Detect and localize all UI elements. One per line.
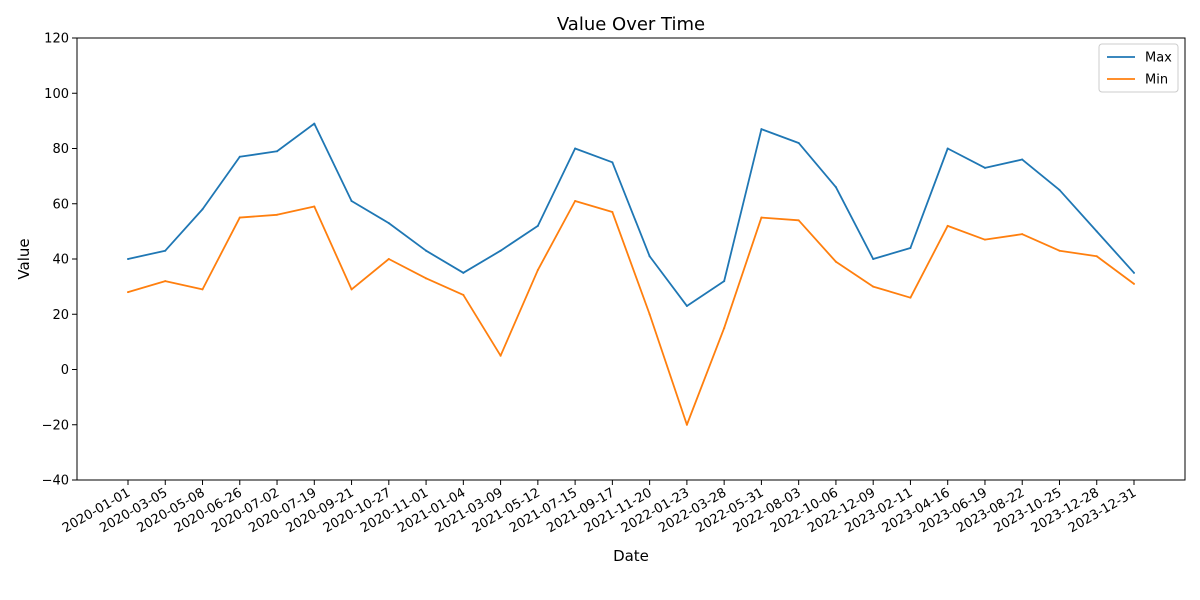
data-point-min (834, 260, 837, 263)
data-point-max (313, 122, 316, 125)
x-axis-title: Date (613, 547, 649, 565)
data-point-min (574, 199, 577, 202)
y-axis-title: Value (15, 238, 33, 279)
data-point-min (1021, 233, 1024, 236)
data-point-max (164, 249, 167, 252)
data-point-max (611, 161, 614, 164)
y-tick-label: −20 (42, 418, 69, 433)
y-tick-label: 40 (52, 253, 69, 268)
data-point-min (983, 238, 986, 241)
data-point-min (648, 313, 651, 316)
data-point-min (238, 216, 241, 219)
data-point-max (1058, 188, 1061, 191)
data-point-min (1058, 249, 1061, 252)
legend-box (1098, 43, 1179, 93)
data-point-min (350, 288, 353, 291)
data-point-max (387, 222, 390, 225)
plot-area (127, 122, 1135, 426)
data-point-min (723, 327, 726, 330)
data-point-min (313, 205, 316, 208)
data-point-max (201, 208, 204, 211)
data-point-max (499, 249, 502, 252)
data-point-max (127, 258, 129, 260)
data-point-min (201, 288, 204, 291)
data-point-max (834, 186, 837, 189)
data-point-max (1133, 271, 1135, 274)
data-point-max (648, 255, 651, 258)
y-tick-label: 100 (44, 87, 69, 102)
data-point-max (350, 199, 353, 202)
series-line-min (127, 200, 1135, 426)
data-point-max (760, 128, 763, 131)
data-point-min (946, 224, 949, 227)
data-point-max (723, 280, 726, 283)
data-point-min (760, 216, 763, 219)
data-point-min (909, 296, 912, 299)
data-point-max (685, 304, 688, 307)
plot-frame (76, 37, 1186, 481)
legend-label-max: Max (1145, 51, 1172, 66)
data-point-min (425, 277, 428, 280)
y-tick-label: 20 (52, 308, 69, 323)
data-point-min (127, 291, 129, 294)
data-point-min (872, 285, 875, 288)
data-point-max (574, 147, 577, 150)
series-line-max (127, 122, 1135, 307)
y-tick-label: 60 (52, 197, 69, 212)
data-point-max (1095, 230, 1098, 233)
data-point-max (909, 246, 912, 249)
y-tick-label: 0 (61, 363, 69, 378)
data-point-min (1133, 282, 1135, 285)
data-point-min (611, 211, 614, 214)
data-point-max (872, 258, 875, 260)
data-point-max (462, 271, 465, 274)
y-tick-label: −40 (42, 474, 69, 489)
data-point-max (983, 166, 986, 169)
y-tick-label: 120 (44, 32, 69, 47)
data-point-min (685, 423, 688, 426)
x-axis: 2020-01-012020-03-052020-05-082020-06-26… (60, 480, 1139, 536)
chart-title: Value Over Time (557, 14, 705, 35)
y-tick-label: 80 (52, 142, 69, 157)
data-point-min (462, 293, 465, 296)
legend-label-min: Min (1145, 73, 1168, 88)
legend: Max Min (1098, 43, 1179, 93)
data-point-max (946, 147, 949, 150)
data-point-min (276, 213, 279, 216)
data-point-max (425, 249, 428, 252)
data-point-max (1021, 158, 1024, 161)
data-point-min (1095, 255, 1098, 258)
data-point-max (797, 141, 800, 144)
data-point-max (276, 150, 279, 153)
data-point-min (499, 354, 502, 357)
data-point-min (387, 258, 390, 260)
data-point-min (164, 280, 167, 283)
y-axis: −40 −20 0 20 40 60 80 100 120 (42, 32, 77, 489)
data-point-max (238, 155, 241, 158)
data-point-min (797, 219, 800, 222)
data-point-min (536, 269, 539, 272)
data-point-max (536, 224, 539, 227)
